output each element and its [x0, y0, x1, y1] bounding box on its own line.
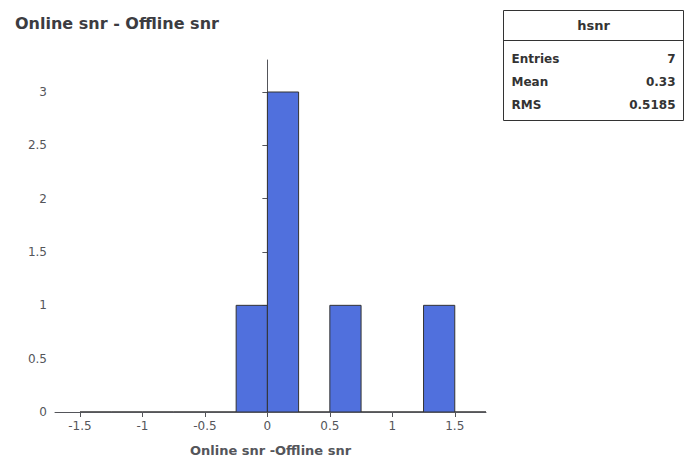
svg-text:Online snr -Offline snr: Online snr -Offline snr	[190, 443, 352, 458]
svg-text:3: 3	[39, 85, 47, 99]
svg-text:2.5: 2.5	[28, 138, 47, 152]
svg-text:0.5: 0.5	[28, 352, 47, 366]
svg-text:-0.5: -0.5	[193, 419, 216, 433]
svg-text:Online snr - Offline snr: Online snr - Offline snr	[15, 14, 219, 33]
svg-text:Entries: Entries	[512, 52, 560, 66]
svg-text:1: 1	[39, 298, 47, 312]
svg-text:7: 7	[667, 52, 675, 66]
svg-text:1.5: 1.5	[28, 245, 47, 259]
svg-text:0.5: 0.5	[320, 419, 339, 433]
svg-text:RMS: RMS	[512, 98, 542, 112]
svg-text:1: 1	[388, 419, 396, 433]
svg-text:1.5: 1.5	[445, 419, 464, 433]
svg-text:2: 2	[39, 192, 47, 206]
svg-text:Mean: Mean	[512, 75, 549, 89]
svg-text:-1.5: -1.5	[68, 419, 91, 433]
svg-text:hsnr: hsnr	[577, 18, 610, 33]
svg-text:0: 0	[264, 419, 272, 433]
svg-text:0.33: 0.33	[646, 75, 676, 89]
svg-text:0: 0	[39, 405, 47, 419]
svg-text:0.5185: 0.5185	[629, 98, 675, 112]
svg-text:-1: -1	[136, 419, 148, 433]
